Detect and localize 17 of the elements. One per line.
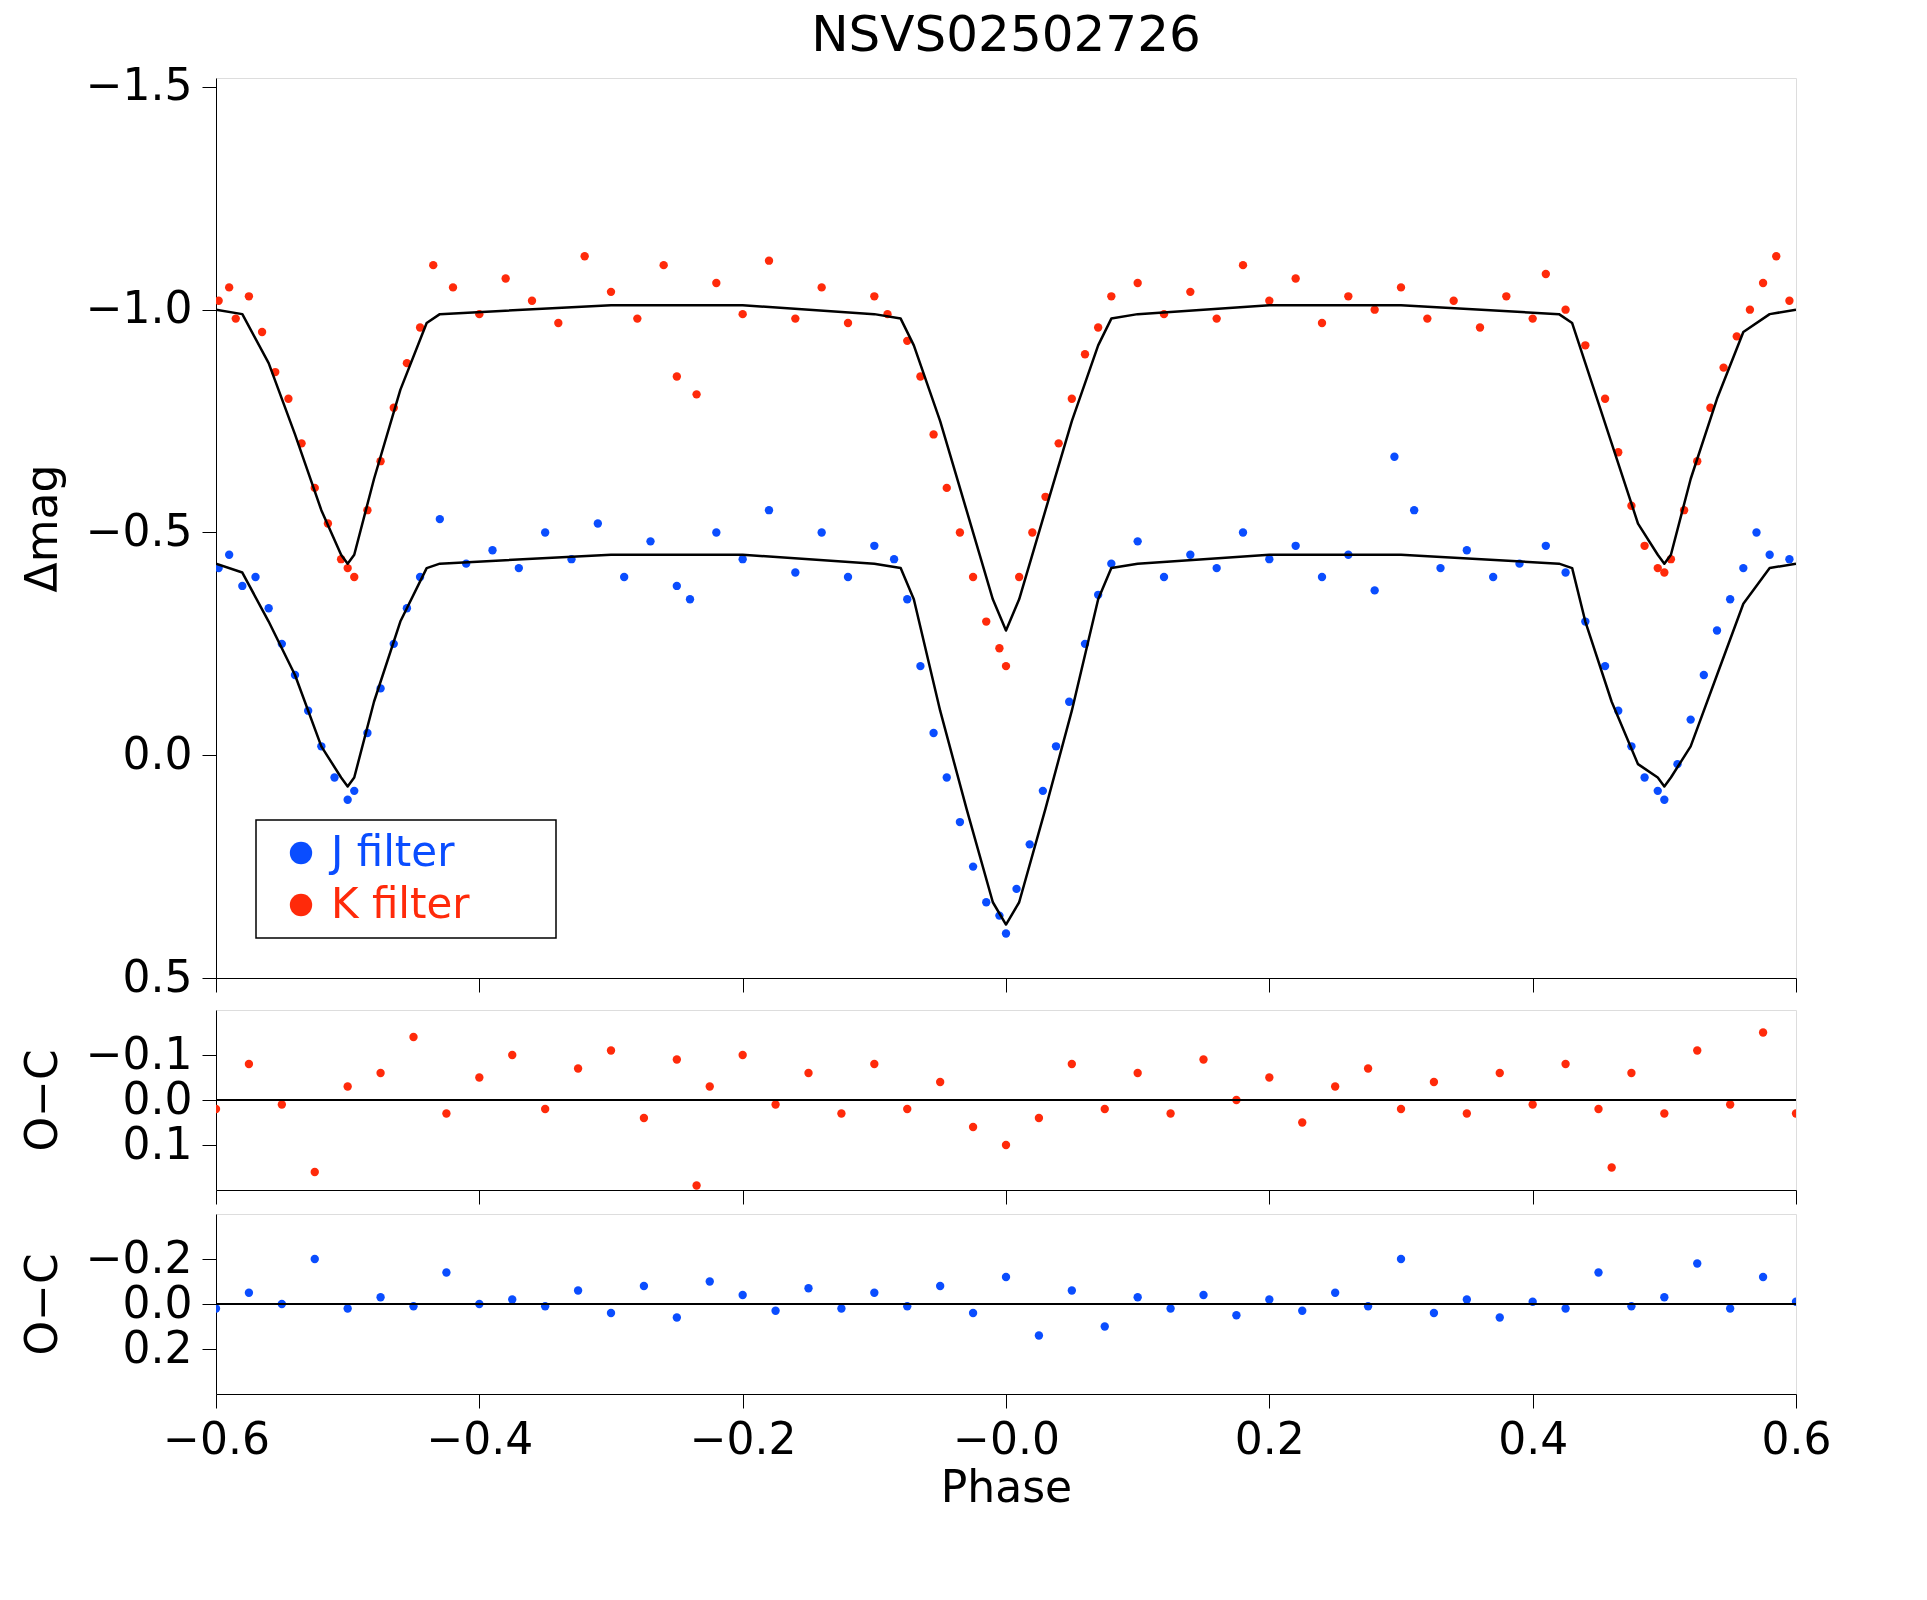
legend-label: J filter xyxy=(328,827,456,876)
x-tick-label: 0.6 xyxy=(1761,1412,1832,1464)
y-tick-label: 0.5 xyxy=(122,950,193,1002)
legend-label: K filter xyxy=(331,879,471,928)
y-tick-label: 0.0 xyxy=(122,727,193,779)
y-tick-label: −0.5 xyxy=(85,504,193,556)
y-tick-label: −1.5 xyxy=(85,59,193,111)
x-tick-label: −0.2 xyxy=(689,1412,797,1464)
x-tick-label: 0.4 xyxy=(1498,1412,1569,1464)
y-tick-label: −1.0 xyxy=(85,282,193,334)
chart-title: NSVS02502726 xyxy=(811,4,1201,63)
y-axis-title: O−C xyxy=(15,1253,67,1356)
x-tick-label: −0.6 xyxy=(163,1412,270,1464)
y-axis-title: O−C xyxy=(15,1049,67,1152)
x-tick-label: 0.2 xyxy=(1234,1412,1305,1464)
x-tick-label: −0.4 xyxy=(426,1412,534,1464)
y-axis-title: Δmag xyxy=(15,464,67,593)
